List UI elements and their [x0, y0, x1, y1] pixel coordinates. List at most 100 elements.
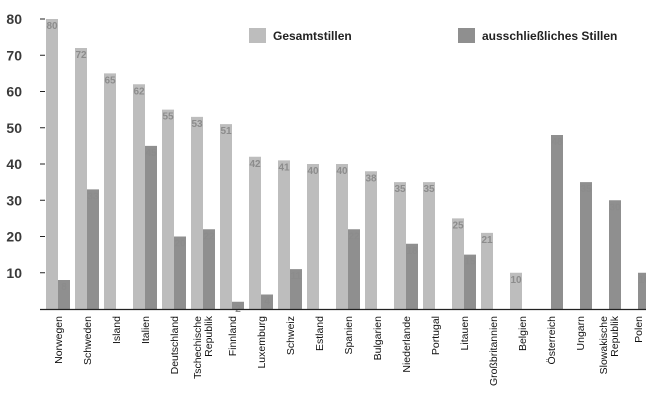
bar-gesamtstillen [220, 124, 232, 309]
x-category-label: Schweden [82, 316, 94, 365]
bar-value-label: 35 [580, 184, 592, 195]
bar-value-label: 51 [220, 126, 232, 137]
legend-swatch [249, 28, 266, 43]
bar-ausschliessliches-stillen [174, 236, 186, 309]
bars [46, 19, 646, 309]
bar-value-label: 41 [278, 162, 290, 173]
bar-value-label: 22 [348, 231, 360, 242]
x-axis-labels: Norwegen Schweden Island Italien Deutschland… [53, 315, 645, 386]
x-category-label: Polen [633, 316, 645, 343]
bar-gesamtstillen [423, 182, 435, 309]
bar-gesamtstillen [307, 164, 319, 309]
bar-ausschliessliches-stillen [348, 229, 360, 309]
x-category-label: Ungarn [575, 316, 587, 351]
bar-ausschliessliches-stillen [551, 135, 563, 309]
bar-value-label: 35 [423, 184, 435, 195]
x-category-label: Luxemburg [256, 316, 268, 369]
legend-label: ausschließliches Stillen [482, 29, 617, 43]
y-tick-label: 80 [6, 11, 22, 27]
bar-value-label: 40 [307, 166, 319, 177]
x-category-label: Belgien [517, 316, 529, 351]
bar-value-label: 21 [481, 235, 493, 246]
bar-value-label: 10 [510, 275, 522, 286]
bar-value-label: 45 [145, 148, 157, 159]
bar-ausschliessliches-stillen [406, 243, 418, 309]
x-category-label: Großbritannien [488, 316, 500, 386]
bar-value-label: 48 [551, 137, 563, 148]
bar-gesamtstillen [365, 171, 377, 309]
x-category-label: Portugal [430, 316, 442, 355]
y-tick-label: 50 [6, 120, 22, 136]
bar-value-label: 80 [46, 21, 58, 32]
x-category-label: Bulgarien [372, 316, 384, 361]
y-tick-label: 70 [6, 47, 22, 63]
bar-value-label: 20 [174, 239, 186, 250]
x-category-label: Österreich [546, 316, 558, 365]
bar-value-label: 33 [87, 191, 99, 202]
bar-value-label: 38 [365, 173, 377, 184]
bar-value-label: 35 [394, 184, 406, 195]
bar-gesamtstillen [75, 48, 87, 309]
x-category-label: Deutschland [169, 316, 181, 375]
bar-value-label: 30 [609, 202, 621, 213]
bar-value-label: 72 [75, 50, 87, 61]
x-category-label: TschechischeRepublik [192, 315, 215, 379]
bar-gesamtstillen [162, 109, 174, 309]
bar-ausschliessliches-stillen [464, 254, 476, 309]
y-tick-label: 60 [6, 84, 22, 100]
y-tick-label: 20 [6, 229, 22, 245]
bar-gesamtstillen [133, 84, 145, 309]
bar-ausschliessliches-stillen [87, 189, 99, 309]
bar-value-label: 40 [336, 166, 348, 177]
x-category-label: Finnland [227, 316, 239, 356]
bar-ausschliessliches-stillen [609, 200, 621, 309]
legend-label: Gesamtstillen [273, 29, 352, 43]
bar-value-label: 55 [162, 112, 174, 123]
bar-gesamtstillen [191, 116, 203, 309]
bar-value-label: 10 [638, 275, 646, 286]
bar-value-label: 42 [249, 159, 261, 170]
x-category-label: SlowakischeRepublik [598, 315, 621, 374]
bar-gesamtstillen [336, 164, 348, 309]
bar-gesamtstillen [481, 232, 493, 309]
bar-value-label: 4 [264, 297, 270, 308]
bar-gesamtstillen [510, 272, 522, 309]
bar-value-label: 15 [464, 257, 476, 268]
bar-value-label: 11 [291, 271, 302, 282]
bar-gesamtstillen [249, 156, 261, 309]
legend-swatch [458, 28, 475, 43]
x-category-label: Estland [314, 316, 326, 351]
bar-gesamtstillen [278, 160, 290, 309]
bar-ausschliessliches-stillen [290, 269, 302, 309]
bar-gesamtstillen [104, 73, 116, 309]
value-labels: 80 72 65 62 55 53 51 42 41 40 40 38 35 35 25 21 10 8 33 45 2… [46, 21, 646, 315]
bar-value-label: 25 [452, 220, 464, 231]
x-category-label: Spanien [343, 316, 355, 355]
y-tick-label: 30 [6, 192, 22, 208]
bar-gesamtstillen [394, 182, 406, 309]
y-tick-label: 10 [6, 265, 22, 281]
x-category-label: Schweiz [285, 316, 297, 355]
bar-ausschliessliches-stillen [145, 145, 157, 309]
bar-value-label: 22 [203, 231, 215, 242]
bar-ausschliessliches-stillen [580, 182, 592, 309]
bar-ausschliessliches-stillen [261, 294, 273, 309]
bar-value-label: 53 [191, 119, 203, 130]
bar-gesamtstillen [452, 218, 464, 309]
bar-value-label: 18 [406, 246, 418, 257]
x-category-label: Island [111, 316, 123, 344]
y-axis-ticks: 10 20 30 40 50 60 70 80 [6, 11, 45, 281]
x-category-label: Norwegen [53, 316, 65, 364]
bar-value-label: 8 [61, 282, 67, 293]
bar-value-label: 65 [104, 75, 116, 86]
bar-value-label: 62 [133, 86, 145, 97]
bar-ausschliessliches-stillen [638, 272, 646, 309]
bar-ausschliessliches-stillen [58, 280, 70, 309]
x-category-label: Litauen [459, 316, 471, 351]
bar-gesamtstillen [46, 19, 58, 309]
bar-ausschliessliches-stillen [232, 301, 244, 309]
x-category-label: Italien [140, 316, 152, 344]
y-tick-label: 40 [6, 156, 22, 172]
bar-ausschliessliches-stillen [203, 229, 215, 309]
